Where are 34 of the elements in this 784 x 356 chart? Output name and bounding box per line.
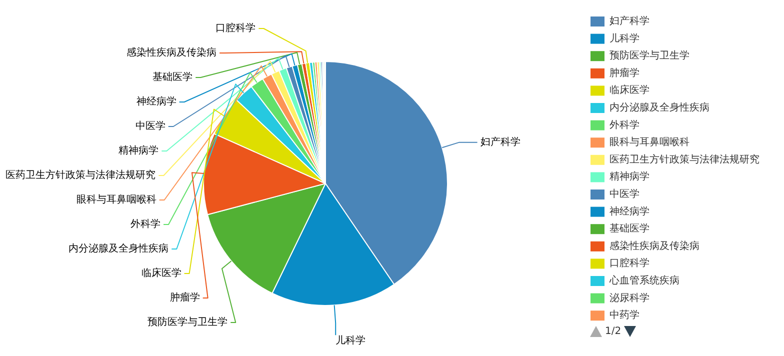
legend-label: 妇产科学: [610, 15, 650, 27]
data-label: 精神病学: [118, 144, 159, 156]
data-label: 眼科与耳鼻咽喉科: [76, 194, 156, 206]
legend-label: 内分泌腺及全身性疾病: [610, 102, 710, 114]
data-label: 医药卫生方针政策与法律法规研究: [6, 169, 156, 181]
data-label: 神经病学: [136, 96, 176, 108]
text: 1/2: [605, 326, 622, 337]
legend-label: 口腔科学: [610, 257, 650, 270]
legend-label: 心血管系统疾病: [608, 274, 680, 286]
legend-label: 神经病学: [610, 205, 650, 218]
legend-label: 基础医学: [610, 222, 650, 235]
data-label: 感染性疾病及传染病: [126, 46, 217, 58]
legend-label: 肿瘤学: [610, 66, 640, 79]
legend-label: 眼科与耳鼻咽喉科: [610, 136, 690, 148]
data-label: 基础医学: [152, 71, 193, 83]
legend-label: 中医学: [610, 188, 640, 200]
legend-label: 预防医学与卫生学: [610, 50, 690, 62]
data-label: 中医学: [135, 120, 166, 132]
legend-label: 儿科学: [610, 32, 640, 44]
legend-label: 泌尿科学: [610, 292, 650, 304]
data-label: 临床医学: [141, 267, 182, 279]
data-label: 儿科学: [336, 334, 366, 347]
legend-label: 外科学: [610, 118, 640, 131]
legend-label: 临床医学: [610, 84, 650, 96]
data-label: 外科学: [130, 218, 161, 230]
data-label: 内分泌腺及全身性疾病: [68, 242, 169, 254]
legend-label: 精神病学: [610, 170, 650, 183]
data-label: 肿瘤学: [170, 292, 200, 304]
data-label: 预防医学与卫生学: [148, 316, 228, 328]
data-label: 妇产科学: [480, 136, 520, 148]
legend-label: 中药学: [610, 309, 640, 322]
legend-label: 感染性疾病及传染病: [610, 240, 700, 252]
legend-label: 医药卫生方针政策与法律法规研究: [610, 153, 760, 166]
data-label: 口腔科学: [216, 22, 256, 34]
